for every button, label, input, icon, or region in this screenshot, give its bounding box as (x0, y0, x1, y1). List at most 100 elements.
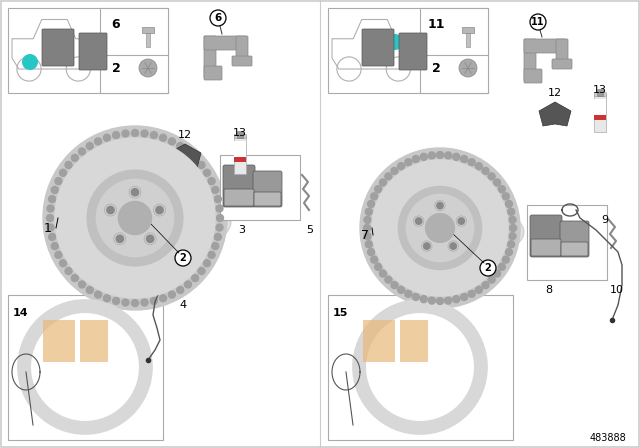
Circle shape (150, 297, 157, 304)
Circle shape (380, 270, 387, 277)
Circle shape (95, 291, 102, 298)
Ellipse shape (372, 160, 508, 296)
Bar (234, 134, 246, 138)
Circle shape (150, 132, 157, 138)
Ellipse shape (55, 138, 215, 298)
Circle shape (508, 241, 515, 248)
FancyBboxPatch shape (556, 39, 568, 66)
Circle shape (461, 155, 468, 163)
Circle shape (476, 286, 483, 293)
FancyBboxPatch shape (204, 66, 222, 80)
Text: 15: 15 (332, 308, 348, 318)
Circle shape (385, 276, 392, 283)
Circle shape (159, 134, 166, 141)
Circle shape (49, 196, 56, 202)
Circle shape (415, 218, 422, 224)
Circle shape (72, 275, 78, 282)
Bar (220, 155, 300, 220)
Text: 7: 7 (361, 228, 369, 241)
Circle shape (208, 251, 215, 258)
Circle shape (204, 169, 211, 176)
Circle shape (216, 205, 223, 212)
Circle shape (51, 186, 58, 194)
Circle shape (364, 224, 371, 232)
Circle shape (468, 290, 475, 297)
Circle shape (391, 282, 398, 289)
Ellipse shape (426, 214, 454, 242)
Circle shape (47, 205, 54, 212)
Circle shape (72, 155, 78, 161)
Text: 1: 1 (44, 221, 52, 234)
Ellipse shape (47, 187, 231, 257)
Circle shape (468, 159, 475, 166)
Circle shape (371, 193, 378, 200)
Circle shape (122, 130, 129, 137)
Text: 2: 2 (180, 253, 186, 263)
Ellipse shape (360, 148, 520, 308)
FancyBboxPatch shape (560, 221, 589, 257)
Circle shape (79, 281, 86, 288)
Bar (597, 89, 603, 96)
Text: 13: 13 (593, 85, 607, 95)
Circle shape (47, 215, 54, 221)
Ellipse shape (43, 126, 227, 310)
Circle shape (139, 59, 157, 77)
Bar (420, 8, 488, 93)
Circle shape (214, 196, 221, 202)
Circle shape (210, 10, 226, 26)
Circle shape (131, 189, 139, 196)
Circle shape (198, 161, 205, 168)
FancyBboxPatch shape (204, 36, 216, 78)
Circle shape (159, 295, 166, 302)
Circle shape (405, 290, 412, 297)
Circle shape (374, 185, 381, 193)
Circle shape (365, 208, 372, 215)
Text: 11: 11 (428, 17, 445, 30)
Circle shape (445, 297, 452, 304)
Circle shape (49, 233, 56, 241)
FancyBboxPatch shape (253, 171, 282, 207)
FancyBboxPatch shape (224, 189, 254, 206)
Bar (328, 8, 488, 93)
Circle shape (104, 134, 111, 141)
Circle shape (141, 299, 148, 306)
Circle shape (509, 224, 516, 232)
Text: 10: 10 (610, 285, 624, 295)
Circle shape (214, 233, 221, 241)
Text: 3: 3 (239, 225, 246, 235)
Circle shape (141, 130, 148, 137)
Circle shape (380, 179, 387, 186)
Bar (594, 99, 606, 116)
Circle shape (461, 293, 468, 301)
FancyBboxPatch shape (531, 239, 561, 256)
Text: 2: 2 (484, 263, 492, 273)
Circle shape (385, 173, 392, 180)
Circle shape (86, 286, 93, 293)
Bar (363, 320, 395, 362)
Circle shape (502, 193, 509, 200)
FancyBboxPatch shape (399, 33, 427, 70)
Circle shape (208, 177, 215, 185)
Circle shape (216, 215, 223, 221)
Bar (466, 33, 470, 47)
Text: 9: 9 (602, 215, 609, 225)
Circle shape (113, 297, 120, 304)
Bar (328, 295, 513, 440)
Circle shape (482, 282, 489, 289)
Circle shape (51, 242, 58, 250)
Circle shape (391, 168, 398, 174)
FancyBboxPatch shape (524, 39, 536, 81)
Bar (527, 205, 607, 280)
Ellipse shape (364, 202, 524, 263)
Circle shape (365, 241, 372, 248)
Circle shape (458, 218, 465, 224)
Bar (400, 320, 428, 362)
Text: 14: 14 (12, 308, 28, 318)
Circle shape (55, 177, 62, 185)
Circle shape (212, 242, 219, 250)
FancyBboxPatch shape (524, 39, 566, 53)
Circle shape (508, 208, 515, 215)
Bar (100, 8, 168, 93)
FancyBboxPatch shape (204, 36, 246, 50)
Circle shape (212, 186, 219, 194)
